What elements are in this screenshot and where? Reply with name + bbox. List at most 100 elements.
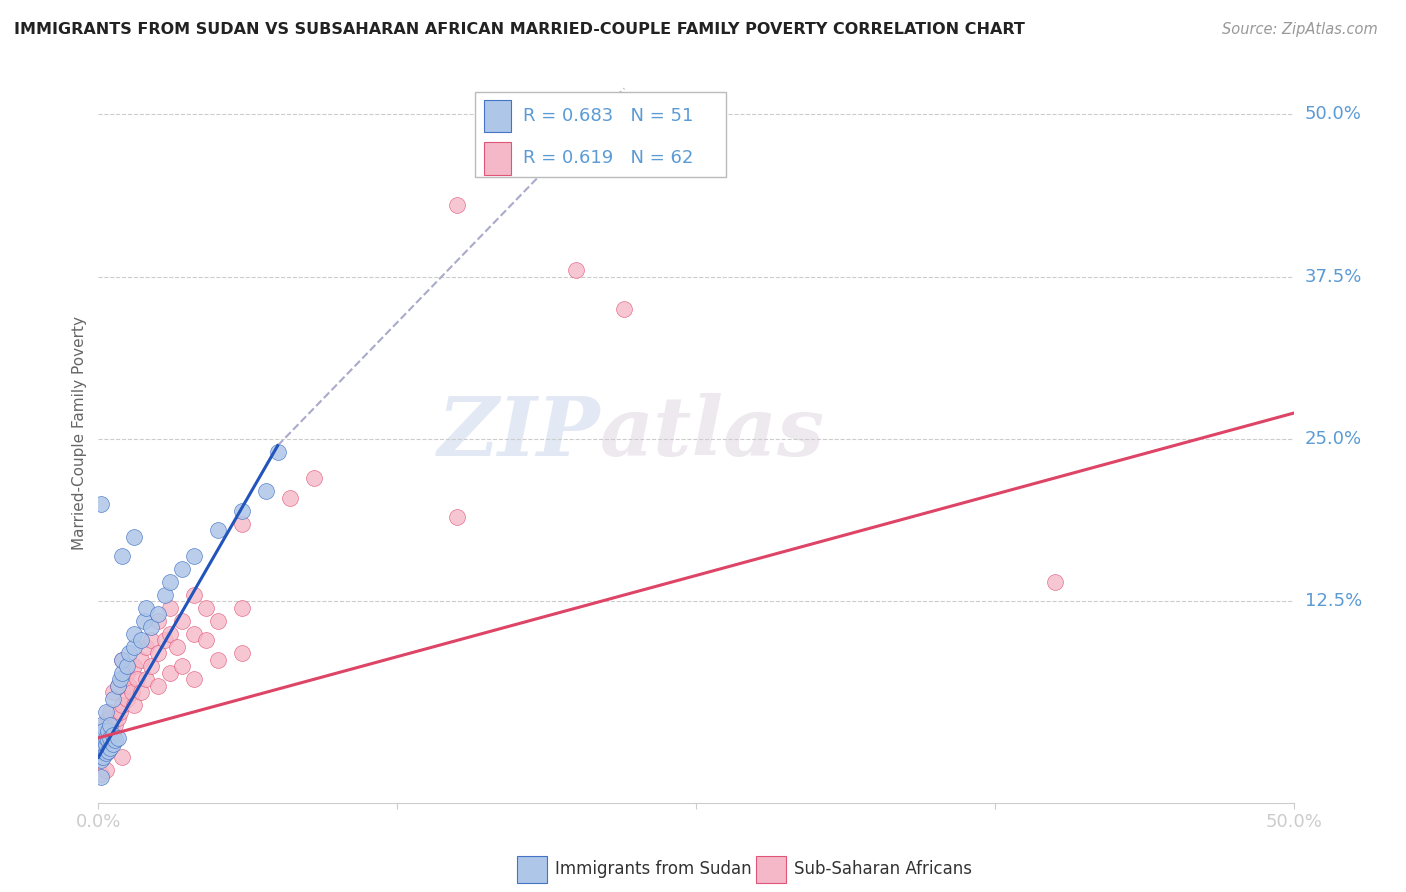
Point bbox=[446, 198, 468, 212]
Point bbox=[139, 620, 162, 634]
Point bbox=[90, 750, 112, 764]
Point bbox=[207, 523, 229, 537]
Point bbox=[97, 744, 120, 758]
Point bbox=[111, 653, 134, 667]
Text: IMMIGRANTS FROM SUDAN VS SUBSAHARAN AFRICAN MARRIED-COUPLE FAMILY POVERTY CORREL: IMMIGRANTS FROM SUDAN VS SUBSAHARAN AFRI… bbox=[14, 22, 1025, 37]
Point bbox=[159, 601, 181, 615]
Point bbox=[446, 510, 468, 524]
Point bbox=[172, 659, 194, 673]
Point bbox=[91, 724, 114, 739]
Point bbox=[207, 653, 229, 667]
Point bbox=[613, 302, 636, 317]
Point bbox=[94, 737, 117, 751]
Text: ZIP: ZIP bbox=[437, 392, 600, 473]
Point bbox=[159, 574, 181, 589]
Point bbox=[94, 747, 117, 761]
Point bbox=[131, 633, 153, 648]
Point bbox=[115, 659, 138, 673]
Point bbox=[90, 718, 112, 732]
Point bbox=[107, 679, 129, 693]
Point bbox=[94, 705, 117, 719]
Point bbox=[278, 491, 301, 505]
Point bbox=[111, 698, 134, 713]
Bar bbox=[756, 856, 786, 883]
Point bbox=[155, 588, 177, 602]
Point bbox=[101, 692, 124, 706]
Point bbox=[98, 718, 122, 732]
Point bbox=[90, 733, 112, 747]
Point bbox=[195, 601, 218, 615]
Point bbox=[111, 665, 134, 680]
Point bbox=[124, 640, 146, 654]
Point bbox=[183, 549, 205, 563]
Point bbox=[98, 731, 122, 745]
Point bbox=[132, 614, 155, 628]
Point bbox=[97, 711, 120, 725]
Point bbox=[97, 733, 120, 747]
Bar bbox=[517, 856, 547, 883]
Point bbox=[111, 673, 134, 687]
Point bbox=[104, 718, 127, 732]
Point bbox=[124, 627, 146, 641]
Point bbox=[118, 679, 141, 693]
Point bbox=[97, 737, 120, 751]
Text: R = 0.683   N = 51: R = 0.683 N = 51 bbox=[523, 107, 693, 125]
Point bbox=[90, 731, 112, 745]
Point bbox=[98, 741, 122, 756]
Point bbox=[118, 647, 141, 661]
Point bbox=[94, 747, 117, 761]
Text: atlas: atlas bbox=[600, 392, 825, 473]
Point bbox=[94, 718, 117, 732]
Point bbox=[91, 737, 114, 751]
Point bbox=[107, 679, 129, 693]
Point bbox=[159, 665, 181, 680]
Point bbox=[135, 601, 157, 615]
Point bbox=[90, 497, 112, 511]
Text: 25.0%: 25.0% bbox=[1305, 430, 1362, 448]
Point bbox=[139, 633, 162, 648]
Text: 12.5%: 12.5% bbox=[1305, 592, 1362, 610]
Point bbox=[98, 731, 122, 745]
Point bbox=[90, 767, 112, 781]
Text: R = 0.619   N = 62: R = 0.619 N = 62 bbox=[523, 150, 693, 168]
Point bbox=[125, 673, 148, 687]
Point bbox=[139, 659, 162, 673]
Point bbox=[94, 731, 117, 745]
Point bbox=[155, 633, 177, 648]
Point bbox=[90, 747, 112, 761]
Text: 37.5%: 37.5% bbox=[1305, 268, 1362, 285]
Point bbox=[91, 744, 114, 758]
Point bbox=[111, 750, 134, 764]
Point bbox=[90, 728, 112, 742]
Point bbox=[97, 724, 120, 739]
Point bbox=[107, 711, 129, 725]
Point bbox=[90, 753, 112, 767]
Point bbox=[231, 503, 253, 517]
Point bbox=[172, 562, 194, 576]
Point bbox=[135, 640, 157, 654]
Point bbox=[108, 705, 131, 719]
Point bbox=[107, 731, 129, 745]
Point bbox=[101, 724, 124, 739]
Text: Source: ZipAtlas.com: Source: ZipAtlas.com bbox=[1222, 22, 1378, 37]
Text: Immigrants from Sudan: Immigrants from Sudan bbox=[555, 861, 752, 879]
FancyBboxPatch shape bbox=[475, 92, 725, 178]
Point bbox=[1043, 574, 1066, 589]
Point bbox=[166, 640, 188, 654]
Text: Sub-Saharan Africans: Sub-Saharan Africans bbox=[794, 861, 972, 879]
Point bbox=[111, 549, 134, 563]
Point bbox=[101, 728, 124, 742]
Point bbox=[131, 653, 153, 667]
Point bbox=[135, 673, 157, 687]
Point bbox=[91, 744, 114, 758]
Point bbox=[231, 647, 253, 661]
Point bbox=[159, 627, 181, 641]
Point bbox=[108, 673, 131, 687]
Point bbox=[101, 737, 124, 751]
Point bbox=[183, 673, 205, 687]
Point bbox=[111, 653, 134, 667]
Point bbox=[101, 685, 124, 699]
Point bbox=[121, 685, 143, 699]
Point bbox=[90, 770, 112, 784]
Point bbox=[124, 529, 146, 543]
